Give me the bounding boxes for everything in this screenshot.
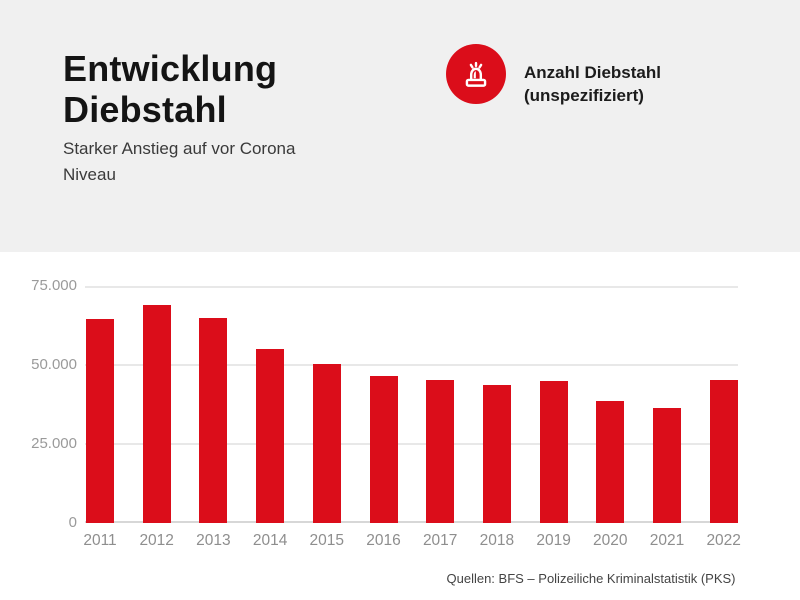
y-tick-25.000: 25.000 [31,435,77,452]
x-tick-2013: 2013 [196,532,231,549]
y-tick-50.000: 50.000 [31,356,77,373]
x-tick-2012: 2012 [139,532,174,549]
bar-2017 [426,380,455,523]
page-subtitle: Starker Anstieg auf vor Corona Niveau [63,139,296,184]
bar-2019 [539,380,568,523]
bar-2018 [482,384,511,523]
x-tick-2020: 2020 [593,532,628,549]
x-tick-2022: 2022 [706,532,741,549]
bar-2020 [596,401,625,523]
bar-2013 [199,317,228,523]
siren-icon [465,61,487,87]
gridline-50.000 [85,364,738,366]
bar-2022 [709,379,738,523]
y-tick-75.000: 75.000 [31,277,77,294]
page-title: Entwicklung Diebstahl [63,48,278,131]
gridline-25.000 [85,443,738,445]
x-tick-2014: 2014 [252,532,288,549]
bar-2021 [653,407,681,523]
bar-2014 [256,349,285,523]
legend-label: Anzahl Diebstahl (unspezifiziert) [524,63,661,106]
bar-2016 [369,376,398,523]
x-tick-2021: 2021 [649,532,685,549]
gridline-75.000 [85,286,738,288]
source-note: Quellen: BFS – Polizeiliche Kriminalstat… [446,571,736,586]
plot-area [85,286,738,523]
x-tick-2017: 2017 [422,532,458,549]
x-tick-2015: 2015 [309,532,345,549]
bar-2015 [312,364,341,523]
x-tick-2016: 2016 [366,532,401,549]
legend-badge [446,44,506,104]
gridline-0 [85,521,738,523]
y-tick-0: 0 [68,514,77,531]
header-band: Entwicklung Diebstahl Starker Anstieg au… [0,0,800,252]
x-tick-2011: 2011 [83,532,117,549]
x-tick-2018: 2018 [479,532,515,549]
x-tick-2019: 2019 [536,532,571,549]
bar-2012 [142,305,171,523]
bar-2011 [86,319,114,523]
